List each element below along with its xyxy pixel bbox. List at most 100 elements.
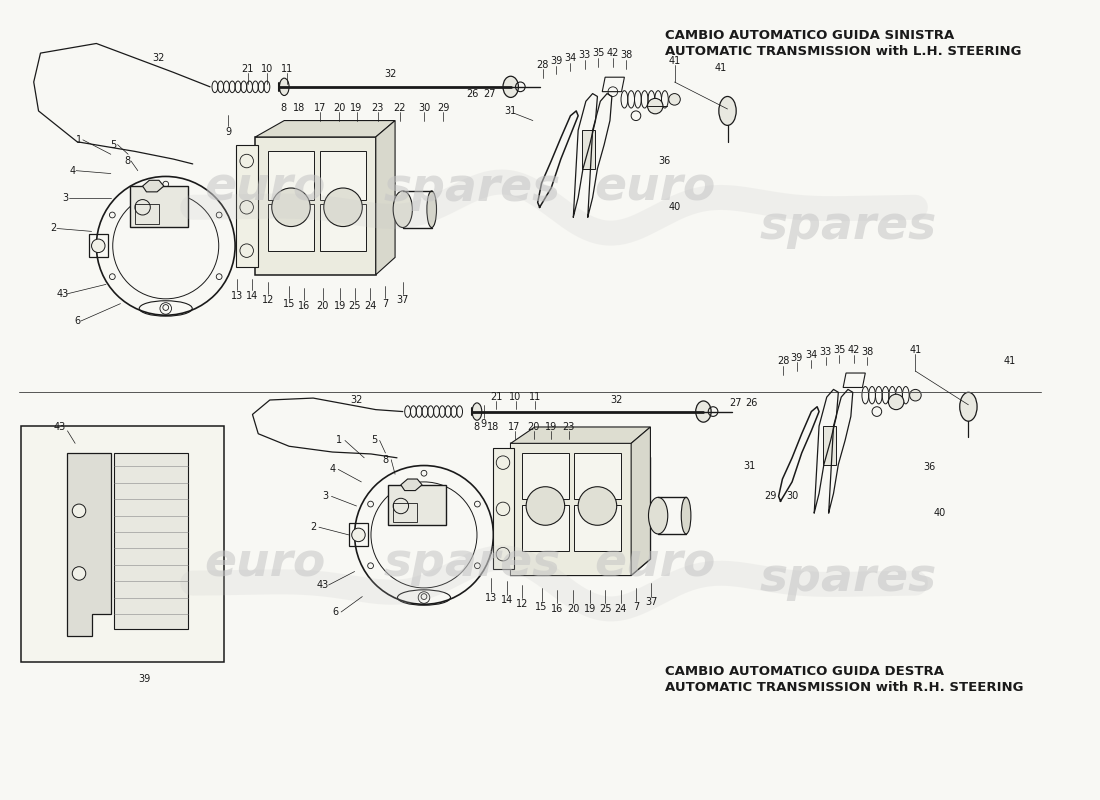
Circle shape xyxy=(240,154,253,168)
Text: 41: 41 xyxy=(1003,357,1016,366)
Text: euro: euro xyxy=(205,166,326,210)
Text: 16: 16 xyxy=(298,301,310,310)
Text: 13: 13 xyxy=(485,593,497,602)
Text: 2: 2 xyxy=(310,522,317,532)
Text: 20: 20 xyxy=(333,103,345,113)
Text: 3: 3 xyxy=(322,491,329,502)
Text: 25: 25 xyxy=(349,301,361,310)
Circle shape xyxy=(354,466,494,604)
Circle shape xyxy=(97,177,235,315)
Bar xyxy=(522,453,569,499)
Text: spares: spares xyxy=(384,542,561,586)
Text: 1: 1 xyxy=(76,135,82,145)
Circle shape xyxy=(421,594,427,599)
Circle shape xyxy=(163,182,168,187)
Polygon shape xyxy=(67,453,111,636)
Circle shape xyxy=(91,239,104,253)
Polygon shape xyxy=(510,427,650,443)
Text: 24: 24 xyxy=(615,604,627,614)
Text: 37: 37 xyxy=(646,598,658,607)
Bar xyxy=(388,485,447,526)
Text: euro: euro xyxy=(205,542,326,586)
Circle shape xyxy=(889,394,904,410)
Polygon shape xyxy=(510,443,631,575)
Text: 23: 23 xyxy=(372,103,384,113)
Circle shape xyxy=(73,504,86,518)
Text: 43: 43 xyxy=(317,580,329,590)
Circle shape xyxy=(496,547,509,561)
Ellipse shape xyxy=(472,403,482,420)
Circle shape xyxy=(367,563,374,569)
Text: 33: 33 xyxy=(820,347,832,357)
Text: 11: 11 xyxy=(529,392,541,402)
Text: 21: 21 xyxy=(242,65,254,74)
Text: 7: 7 xyxy=(632,602,639,612)
Circle shape xyxy=(496,456,509,470)
Polygon shape xyxy=(582,130,595,169)
Text: 19: 19 xyxy=(334,301,346,310)
Circle shape xyxy=(217,212,222,218)
Text: 1: 1 xyxy=(337,435,342,446)
Text: 25: 25 xyxy=(598,604,612,614)
Text: 10: 10 xyxy=(509,392,521,402)
Text: CAMBIO AUTOMATICO GUIDA SINISTRA: CAMBIO AUTOMATICO GUIDA SINISTRA xyxy=(664,30,954,42)
Text: 27: 27 xyxy=(729,398,741,408)
Text: 24: 24 xyxy=(364,301,376,310)
Bar xyxy=(320,151,366,199)
Text: euro: euro xyxy=(595,166,716,210)
Text: 37: 37 xyxy=(397,294,409,305)
Text: 28: 28 xyxy=(537,60,549,70)
Text: spares: spares xyxy=(384,166,561,210)
Bar xyxy=(393,503,417,522)
Text: 15: 15 xyxy=(283,298,295,309)
Text: 39: 39 xyxy=(791,353,803,362)
Bar xyxy=(320,204,366,250)
Circle shape xyxy=(109,212,116,218)
Text: 32: 32 xyxy=(350,395,363,405)
Text: 34: 34 xyxy=(564,53,576,63)
Text: 4: 4 xyxy=(69,166,75,176)
Text: 39: 39 xyxy=(550,56,562,66)
Text: 6: 6 xyxy=(74,316,80,326)
Text: 16: 16 xyxy=(551,604,563,614)
Circle shape xyxy=(352,528,365,542)
Text: spares: spares xyxy=(759,204,936,249)
Bar xyxy=(522,505,569,551)
Text: 8: 8 xyxy=(280,103,286,113)
Text: 20: 20 xyxy=(568,604,580,614)
Text: 3: 3 xyxy=(63,193,68,202)
Text: 20: 20 xyxy=(317,301,329,310)
Circle shape xyxy=(272,188,310,226)
Ellipse shape xyxy=(279,78,289,95)
Text: 19: 19 xyxy=(584,604,596,614)
Polygon shape xyxy=(823,426,836,465)
Text: 41: 41 xyxy=(669,56,681,66)
Ellipse shape xyxy=(695,401,711,422)
Text: 19: 19 xyxy=(544,422,558,432)
Text: 26: 26 xyxy=(466,89,478,98)
Circle shape xyxy=(669,94,680,105)
Text: 29: 29 xyxy=(437,103,450,113)
Text: 23: 23 xyxy=(562,422,574,432)
Text: 36: 36 xyxy=(659,156,671,166)
Bar xyxy=(135,204,160,224)
Ellipse shape xyxy=(681,498,691,534)
Circle shape xyxy=(526,486,564,526)
Text: 42: 42 xyxy=(607,48,619,58)
Text: 43: 43 xyxy=(54,422,66,432)
Text: 30: 30 xyxy=(785,491,799,502)
Polygon shape xyxy=(236,145,258,267)
Text: 8: 8 xyxy=(124,156,130,166)
Text: 14: 14 xyxy=(246,291,258,301)
Text: 41: 41 xyxy=(910,345,922,355)
Bar xyxy=(268,204,315,250)
Text: 9: 9 xyxy=(226,127,231,137)
Text: 31: 31 xyxy=(505,106,517,116)
Text: 17: 17 xyxy=(508,422,520,432)
Circle shape xyxy=(648,98,663,114)
Polygon shape xyxy=(113,453,188,630)
Text: 32: 32 xyxy=(610,395,623,405)
Text: 28: 28 xyxy=(778,357,790,366)
Ellipse shape xyxy=(649,498,668,534)
Polygon shape xyxy=(376,121,395,274)
